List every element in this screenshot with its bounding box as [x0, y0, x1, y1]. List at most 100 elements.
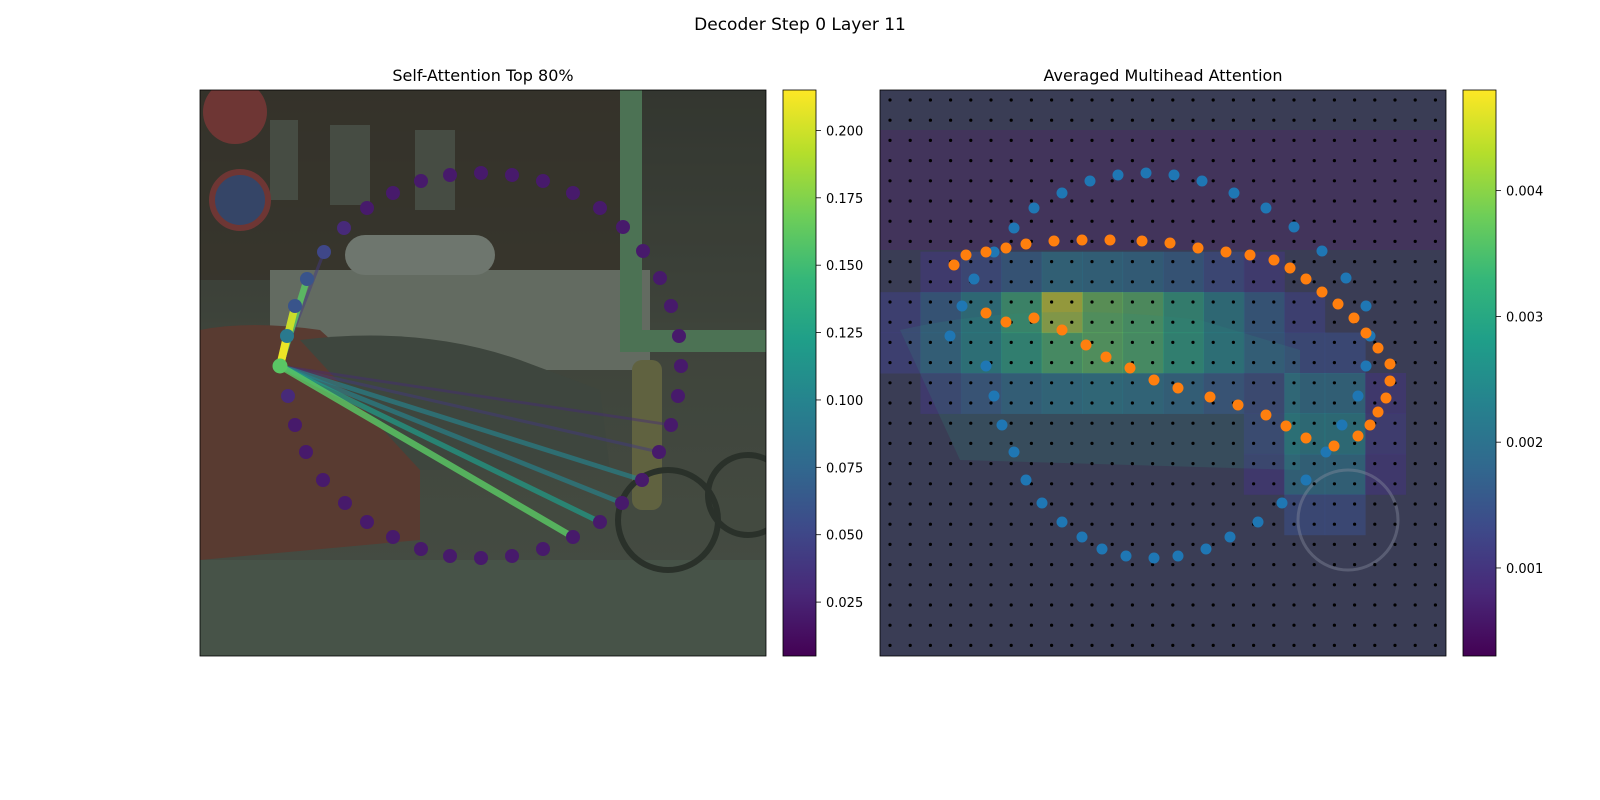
series-point: [1252, 516, 1264, 528]
grid-dot: [1312, 280, 1316, 284]
grid-dot: [1393, 462, 1397, 466]
grid-dot: [1413, 280, 1417, 284]
attention-point: [360, 201, 374, 215]
series-point: [1360, 360, 1372, 372]
grid-dot: [1029, 280, 1033, 284]
grid-dot: [1272, 583, 1276, 587]
grid-dot: [1130, 381, 1134, 385]
grid-dot: [1171, 482, 1175, 486]
grid-dot: [1332, 583, 1336, 587]
grid-dot: [928, 542, 933, 547]
grid-dot: [928, 401, 933, 405]
colorbar-tick-label: 0.025: [826, 596, 863, 611]
series-point: [1360, 327, 1372, 339]
series-point: [1056, 324, 1068, 336]
grid-dot: [1070, 522, 1074, 526]
grid-dot: [969, 260, 973, 264]
grid-dot: [1231, 603, 1235, 607]
series-point: [1352, 390, 1364, 402]
series-point: [1056, 516, 1068, 528]
grid-dot: [1151, 98, 1155, 102]
series-point: [1316, 286, 1328, 298]
polygon-series: [944, 167, 1396, 564]
grid-dot: [1130, 522, 1134, 526]
grid-dot: [969, 583, 973, 587]
attention-link: [278, 363, 575, 540]
grid-dot: [888, 563, 892, 567]
grid-dot: [969, 98, 973, 102]
grid-dot: [1050, 260, 1054, 264]
grid-dot: [1130, 482, 1134, 486]
grid-dot: [1171, 98, 1175, 102]
grid-dot: [1292, 522, 1296, 526]
grid-dot: [1191, 159, 1195, 163]
grid-dot: [1211, 219, 1215, 223]
grid-dot: [1312, 260, 1316, 264]
grid-dot: [989, 421, 993, 425]
heatmap-cell: [1243, 373, 1285, 414]
attention-point: [316, 473, 330, 487]
grid-dot: [1353, 199, 1357, 203]
grid-dot: [1191, 441, 1195, 445]
grid-dot: [1252, 239, 1256, 243]
grid-dot: [1433, 361, 1437, 365]
grid-dot: [888, 482, 892, 486]
grid-dot: [1029, 441, 1033, 445]
grid-dot: [908, 361, 912, 365]
grid-dot: [1272, 118, 1276, 122]
grid-dot: [1009, 280, 1013, 284]
grid-dot: [1191, 381, 1195, 385]
attention-point: [288, 299, 302, 313]
grid-dot: [1373, 603, 1377, 607]
grid-dot: [1272, 441, 1276, 445]
grid-dot: [1211, 260, 1215, 264]
grid-dot: [1353, 381, 1357, 385]
grid-dot: [1151, 239, 1155, 243]
grid-dot: [1171, 462, 1175, 466]
grid-dot: [949, 280, 953, 284]
grid-dot: [1413, 159, 1417, 163]
grid-dot: [888, 239, 892, 243]
multihead-attention-panel: Averaged Multihead Attention: [879, 66, 1447, 657]
grid-dot: [1090, 421, 1094, 425]
grid-dot: [1110, 219, 1114, 223]
grid-dot: [1090, 563, 1094, 567]
grid-dot: [1211, 502, 1215, 506]
grid-dot: [1009, 361, 1013, 365]
grid-dot: [1009, 260, 1013, 264]
grid-dot: [1110, 643, 1114, 648]
series-point: [988, 390, 1000, 402]
heatmap-cell: [1041, 332, 1083, 374]
grid-dot: [1110, 421, 1114, 425]
attention-point: [505, 549, 519, 563]
grid-dot: [1353, 482, 1357, 486]
grid-dot: [1171, 603, 1175, 607]
grid-dot: [1130, 542, 1134, 547]
series-point: [1096, 543, 1108, 555]
attention-points: [272, 166, 688, 565]
grid-dot: [1090, 381, 1094, 385]
series-point: [996, 419, 1008, 431]
grid-dot: [949, 219, 953, 223]
grid-dot: [1029, 421, 1033, 425]
grid-dot: [1272, 239, 1276, 243]
grid-dot: [1171, 522, 1175, 526]
series-point: [1316, 245, 1328, 257]
street-photo-right: [880, 90, 1446, 656]
grid-dot: [1272, 462, 1276, 466]
grid-dot: [1413, 219, 1417, 223]
left-colorbar: 0.025 0.050 0.075 0.100 0.125 0.150 0.175 0.200: [782, 89, 863, 657]
grid-dot: [1272, 320, 1276, 324]
grid-dot: [1312, 563, 1316, 567]
grid-dot: [1272, 199, 1276, 203]
grid-dot: [1029, 260, 1033, 264]
series-point: [1136, 235, 1148, 247]
grid-dot: [1070, 280, 1074, 284]
grid-dot: [928, 239, 933, 243]
grid-dot: [1191, 260, 1195, 264]
grid-dot: [1433, 583, 1437, 587]
colorbar-tick-label: 0.200: [826, 124, 863, 139]
attention-point: [360, 515, 374, 529]
series-point: [1172, 382, 1184, 394]
grid-dot: [1252, 260, 1256, 264]
